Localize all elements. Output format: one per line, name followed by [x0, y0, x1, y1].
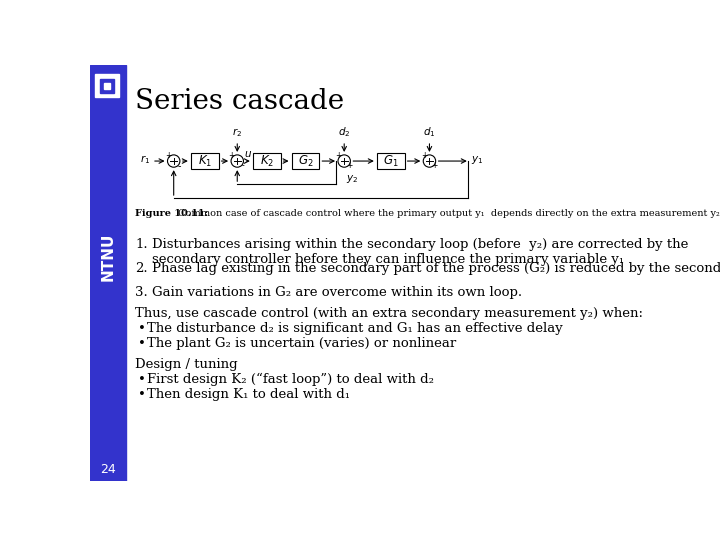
Text: Phase lag existing in the secondary part of the process (G₂) is reduced by the s: Phase lag existing in the secondary part…: [152, 262, 720, 275]
Text: $d_1$: $d_1$: [423, 126, 436, 139]
Text: First design K₂ (“fast loop”) to deal with d₂: First design K₂ (“fast loop”) to deal wi…: [147, 373, 433, 387]
Text: +: +: [432, 161, 438, 170]
Bar: [104, 83, 110, 89]
Bar: [191, 153, 219, 168]
Text: -: -: [241, 161, 244, 170]
Text: •: •: [138, 373, 146, 386]
Text: Gain variations in G₂ are overcome within its own loop.: Gain variations in G₂ are overcome withi…: [152, 286, 522, 299]
Circle shape: [168, 155, 180, 167]
Text: $r_2$: $r_2$: [232, 127, 243, 139]
Text: $d_2$: $d_2$: [338, 126, 351, 139]
Bar: [253, 153, 281, 168]
Text: +: +: [165, 151, 171, 160]
Text: •: •: [138, 322, 146, 335]
Circle shape: [423, 155, 436, 167]
Circle shape: [338, 155, 351, 167]
Bar: [90, 65, 127, 481]
Text: The disturbance d₂ is significant and G₁ has an effective delay: The disturbance d₂ is significant and G₁…: [147, 322, 562, 335]
Text: $y_1$: $y_1$: [472, 153, 484, 165]
Text: +: +: [420, 151, 427, 160]
Text: Design / tuning: Design / tuning: [135, 357, 238, 370]
Text: Series cascade: Series cascade: [135, 88, 344, 115]
Text: Thus, use cascade control (with an extra secondary measurement y₂) when:: Thus, use cascade control (with an extra…: [135, 307, 643, 320]
Text: Figure 10.11:: Figure 10.11:: [135, 209, 208, 218]
Text: The plant G₂ is uncertain (varies) or nonlinear: The plant G₂ is uncertain (varies) or no…: [147, 337, 456, 350]
Circle shape: [231, 155, 243, 167]
Text: NTNU: NTNU: [100, 233, 115, 281]
Text: 1.: 1.: [135, 238, 148, 251]
Text: +: +: [336, 151, 342, 160]
Text: +: +: [229, 151, 235, 160]
Text: •: •: [138, 388, 146, 401]
Text: 24: 24: [100, 463, 116, 476]
Text: $G_1$: $G_1$: [383, 153, 398, 168]
Text: +: +: [346, 161, 353, 170]
Bar: [100, 79, 114, 92]
Text: $K_2$: $K_2$: [260, 153, 274, 168]
Text: $y_2$: $y_2$: [346, 173, 358, 185]
Text: $G_2$: $G_2$: [297, 153, 313, 168]
Bar: [292, 153, 320, 168]
Text: -: -: [177, 161, 181, 171]
Text: $r_1$: $r_1$: [140, 153, 150, 166]
Text: Common case of cascade control where the primary output y₁  depends directly on : Common case of cascade control where the…: [175, 209, 720, 218]
Bar: [377, 153, 405, 168]
Text: Disturbances arising within the secondary loop (before  y₂) are corrected by the: Disturbances arising within the secondar…: [152, 238, 688, 266]
Bar: [96, 74, 119, 97]
Text: 2.: 2.: [135, 262, 148, 275]
Text: Then design K₁ to deal with d₁: Then design K₁ to deal with d₁: [147, 388, 350, 401]
Text: $u$: $u$: [244, 148, 252, 159]
Text: $K_1$: $K_1$: [197, 153, 212, 168]
Text: •: •: [138, 337, 146, 350]
Text: 3.: 3.: [135, 286, 148, 299]
